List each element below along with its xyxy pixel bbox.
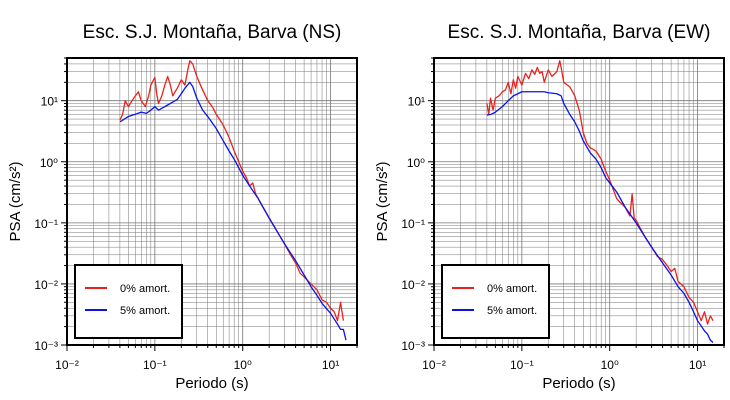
y-tick-label: 10⁻³ <box>34 339 58 353</box>
x-tick-label: 10⁻¹ <box>510 358 534 372</box>
x-tick-label: 10⁻¹ <box>143 358 167 372</box>
x-tick-label: 10⁻² <box>422 358 446 372</box>
y-tick-label: 10⁰ <box>407 156 425 170</box>
series-line-damped-ew <box>486 91 714 343</box>
x-tick-label: 10⁻² <box>55 358 79 372</box>
x-axis-label-ew: Periodo (s) <box>542 375 615 392</box>
series-line-undamped-ew <box>486 60 714 325</box>
y-axis-label-ns: PSA (cm/s²) <box>7 161 24 241</box>
x-tick-label: 10⁰ <box>234 358 252 372</box>
legend-ns: 0% amort. 5% amort. <box>74 264 183 339</box>
legend-box <box>74 264 183 339</box>
legend-label-damped: 5% amort. <box>487 305 537 317</box>
y-axis-label-ew: PSA (cm/s²) <box>374 161 391 241</box>
y-tick-label: 10⁻² <box>34 278 58 292</box>
series-line-damped-ns <box>119 81 347 341</box>
x-tick-label: 10¹ <box>322 358 339 372</box>
series-line-undamped-ns <box>119 60 345 322</box>
chart-panel-ns: 10⁻² 10⁻¹ 10⁰ 10¹ 10⁻³ 10⁻² 10⁻¹ 10⁰ 10¹ Esc. S.J… <box>7 22 358 392</box>
x-tick-label: 10⁰ <box>601 358 619 372</box>
y-tick-label: 10¹ <box>41 95 58 109</box>
y-tick-label: 10⁻³ <box>401 339 425 353</box>
legend-label-undamped: 0% amort. <box>120 283 170 295</box>
y-tick-label: 10⁰ <box>40 156 58 170</box>
y-tick-label: 10⁻¹ <box>34 217 58 231</box>
ticks-ew: 10⁻² 10⁻¹ 10⁰ 10¹ 10⁻³ 10⁻² 10⁻¹ 10⁰ 10¹ <box>401 57 725 372</box>
plot-frame-ew <box>433 57 725 346</box>
chart-title-ns: Esc. S.J. Montaña, Barva (NS) <box>83 22 342 43</box>
x-axis-label-ns: Periodo (s) <box>175 375 248 392</box>
y-tick-label: 10⁻¹ <box>401 217 425 231</box>
plot-frame-ns <box>66 57 358 346</box>
chart-title-ew: Esc. S.J. Montaña, Barva (EW) <box>448 22 711 43</box>
ticks-ns: 10⁻² 10⁻¹ 10⁰ 10¹ 10⁻³ 10⁻² 10⁻¹ 10⁰ 10¹ <box>34 57 358 372</box>
y-tick-label: 10⁻² <box>401 278 425 292</box>
legend-ew: 0% amort. 5% amort. <box>441 264 550 339</box>
legend-label-damped: 5% amort. <box>120 305 170 317</box>
legend-box <box>441 264 550 339</box>
legend-label-undamped: 0% amort. <box>487 283 537 295</box>
y-tick-label: 10¹ <box>408 95 425 109</box>
chart-panel-ew: 10⁻² 10⁻¹ 10⁰ 10¹ 10⁻³ 10⁻² 10⁻¹ 10⁰ 10¹ Esc. S.J… <box>374 22 725 392</box>
x-tick-label: 10¹ <box>689 358 706 372</box>
